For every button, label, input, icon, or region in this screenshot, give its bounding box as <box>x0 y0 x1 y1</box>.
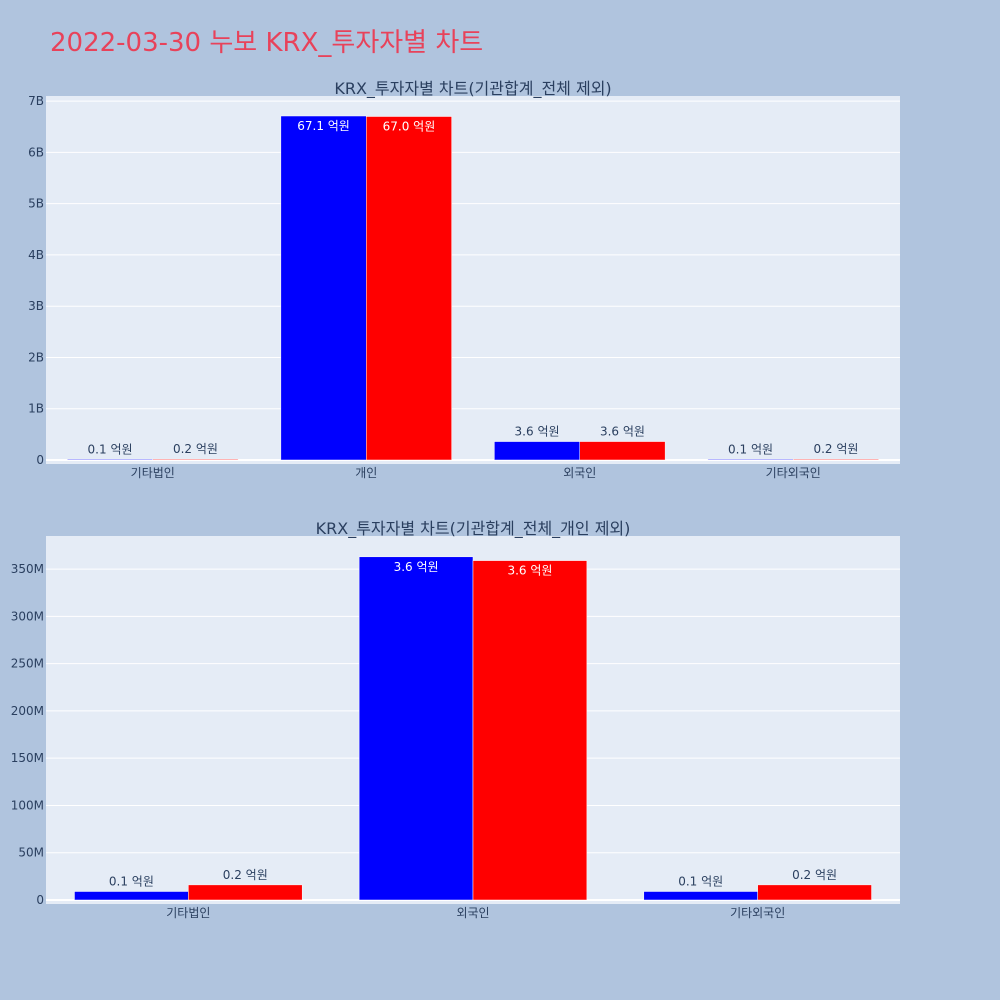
chart-1-bar <box>579 441 666 461</box>
chart-1-bar <box>793 458 879 461</box>
chart-1-ytick-label: 3B <box>28 299 44 313</box>
chart-2-title: KRX_투자자별 차트(기관합계_전체_개인 제외) <box>316 519 631 539</box>
chart-1-bar-label: 0.1 억원 <box>88 443 133 457</box>
chart-1-bar <box>707 458 794 461</box>
chart-1-bar <box>494 441 581 461</box>
chart-1-labels: 0.1 억원 0.2 억원 67.1 억원 67.0 억원 3.6 억원 3.6 억원 0.… <box>88 119 859 457</box>
chart-2-yticks: 0 50M 100M 150M 200M 250M 300M 350M <box>11 562 44 907</box>
chart-1-bar <box>67 458 153 461</box>
chart-1-xtick-label: 기타외국인 <box>766 466 821 480</box>
chart-2-xtick-label: 기타법인 <box>166 906 210 920</box>
chart-1-xtick-label: 기타법인 <box>131 466 175 480</box>
chart-2-bar-label: 0.1 억원 <box>678 874 723 888</box>
chart-2-bar-label: 3.6 억원 <box>394 560 439 574</box>
chart-2-ytick-label: 200M <box>11 704 44 718</box>
chart-1-xtick-label: 외국인 <box>563 466 596 480</box>
chart-1-ytick-label: 6B <box>28 145 44 159</box>
chart-1-bar-label: 3.6 억원 <box>515 425 560 439</box>
chart-1-ytick-label: 1B <box>28 402 44 416</box>
chart-2-bar <box>757 884 872 901</box>
chart-2-ytick-label: 100M <box>11 798 44 812</box>
chart-2: KRX_투자자별 차트(기관합계_전체_개인 제외) 0.1 억원 0.2 억원 3… <box>11 519 900 920</box>
chart-2-bar <box>188 884 303 901</box>
chart-1-bar-label: 0.1 억원 <box>728 443 773 457</box>
chart-1-bar <box>152 458 239 461</box>
chart-2-xticks: 기타법인 외국인 기타외국인 <box>166 906 785 920</box>
chart-1-bar-label: 0.2 억원 <box>813 442 858 456</box>
chart-2-ytick-label: 250M <box>11 657 44 671</box>
chart-1-plot-area <box>46 96 900 464</box>
chart-1-ytick-label: 0 <box>36 453 44 467</box>
chart-2-bar-label: 0.1 억원 <box>109 874 154 888</box>
chart-2-bar <box>472 560 588 901</box>
chart-1-xticks: 기타법인 개인 외국인 기타외국인 <box>131 466 821 480</box>
chart-1-bar-label: 67.1 억원 <box>297 119 350 133</box>
chart-2-bar-label: 0.2 억원 <box>792 868 837 882</box>
chart-1-yticks: 0 1B 2B 3B 4B 5B 6B 7B <box>28 94 44 467</box>
chart-1-ytick-label: 4B <box>28 248 44 262</box>
chart-2-bar-label: 3.6 억원 <box>507 564 552 578</box>
chart-2-ytick-label: 0 <box>36 893 44 907</box>
page-title: 2022-03-30 누보 KRX_투자자별 차트 <box>50 28 484 58</box>
chart-1-ytick-label: 5B <box>28 197 44 211</box>
chart-1-bar-label: 0.2 억원 <box>173 442 218 456</box>
chart-2-bar <box>643 891 758 901</box>
chart-2-ytick-label: 150M <box>11 751 44 765</box>
chart-2-bars <box>74 556 872 901</box>
chart-1: KRX_투자자별 차트(기관합계_전체 제외) 0.1 억원 0.2 억원 67.1… <box>28 79 900 480</box>
chart-1-xtick-label: 개인 <box>355 466 377 480</box>
chart-1-title: KRX_투자자별 차트(기관합계_전체 제외) <box>334 79 611 99</box>
chart-2-labels: 0.1 억원 0.2 억원 3.6 억원 3.6 억원 0.1 억원 0.2 억원 <box>109 560 837 889</box>
chart-1-bar-label: 3.6 억원 <box>600 425 645 439</box>
chart-2-ytick-label: 350M <box>11 562 44 576</box>
chart-1-bar <box>366 116 452 461</box>
chart-2-bar <box>74 891 189 901</box>
chart-2-xtick-label: 외국인 <box>456 906 489 920</box>
chart-1-ytick-label: 2B <box>28 350 44 364</box>
chart-2-ytick-label: 300M <box>11 609 44 623</box>
chart-1-bar-label: 67.0 억원 <box>383 120 436 134</box>
chart-1-ytick-label: 7B <box>28 94 44 108</box>
chart-1-bars <box>67 115 879 461</box>
chart-2-bar <box>358 556 474 901</box>
chart-2-bar-label: 0.2 억원 <box>223 868 268 882</box>
chart-2-ytick-label: 50M <box>18 846 44 860</box>
chart-2-xtick-label: 기타외국인 <box>730 906 785 920</box>
chart-1-bar <box>280 115 367 461</box>
